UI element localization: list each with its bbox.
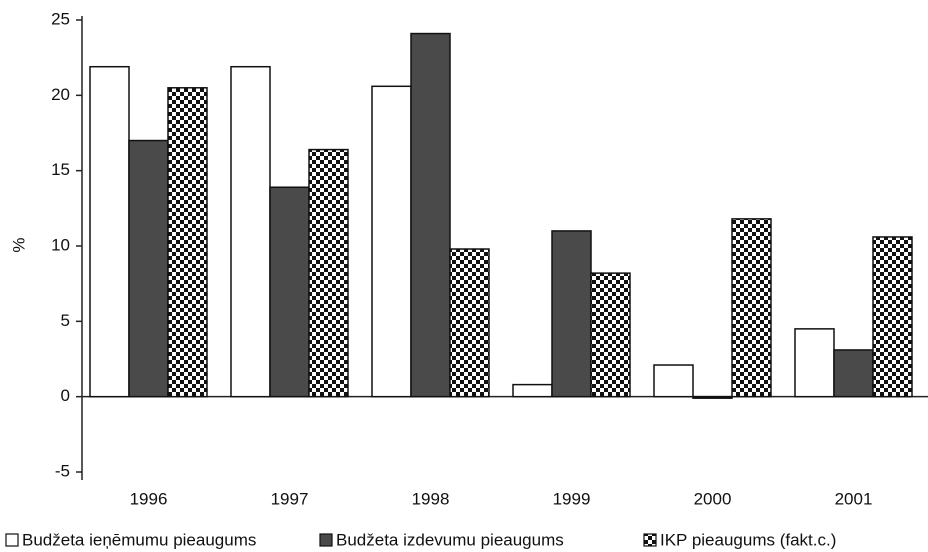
- y-tick-label: -5: [55, 461, 70, 480]
- bar: [833, 349, 874, 398]
- y-tick-label: 10: [51, 235, 70, 254]
- bar: [230, 65, 271, 398]
- bar: [410, 32, 451, 398]
- x-tick-label: 1996: [130, 489, 168, 508]
- bar: [551, 230, 592, 398]
- x-tick-label: 2000: [694, 489, 732, 508]
- bar: [269, 186, 310, 398]
- bar: [590, 272, 631, 398]
- y-tick-label: 5: [61, 311, 70, 330]
- bar: [692, 395, 733, 399]
- legend-label: Budžeta ieņēmumu pieaugums: [22, 530, 256, 549]
- bar: [449, 248, 490, 398]
- legend-label: Budžeta izdevumu pieaugums: [336, 530, 564, 549]
- x-tick-label: 1997: [271, 489, 309, 508]
- bar: [731, 218, 772, 398]
- y-tick-label: 20: [51, 85, 70, 104]
- y-tick-label: 25: [51, 9, 70, 28]
- y-tick-label: 15: [51, 160, 70, 179]
- bar: [308, 148, 349, 398]
- bar: [371, 85, 412, 398]
- bar: [167, 87, 208, 398]
- bar: [89, 65, 130, 398]
- x-tick-label: 1999: [553, 489, 591, 508]
- bar: [128, 139, 169, 398]
- legend-swatch: [643, 533, 657, 547]
- x-tick-label: 1998: [412, 489, 450, 508]
- bar: [512, 383, 553, 398]
- bar: [794, 328, 835, 398]
- legend-label: IKP pieaugums (fakt.c.): [660, 530, 836, 549]
- y-tick-label: 0: [61, 386, 70, 405]
- x-tick-label: 2001: [835, 489, 873, 508]
- bar: [872, 236, 913, 398]
- y-axis-label: %: [9, 237, 28, 252]
- legend-swatch: [319, 533, 333, 547]
- legend-swatch: [5, 533, 19, 547]
- bar: [653, 364, 694, 398]
